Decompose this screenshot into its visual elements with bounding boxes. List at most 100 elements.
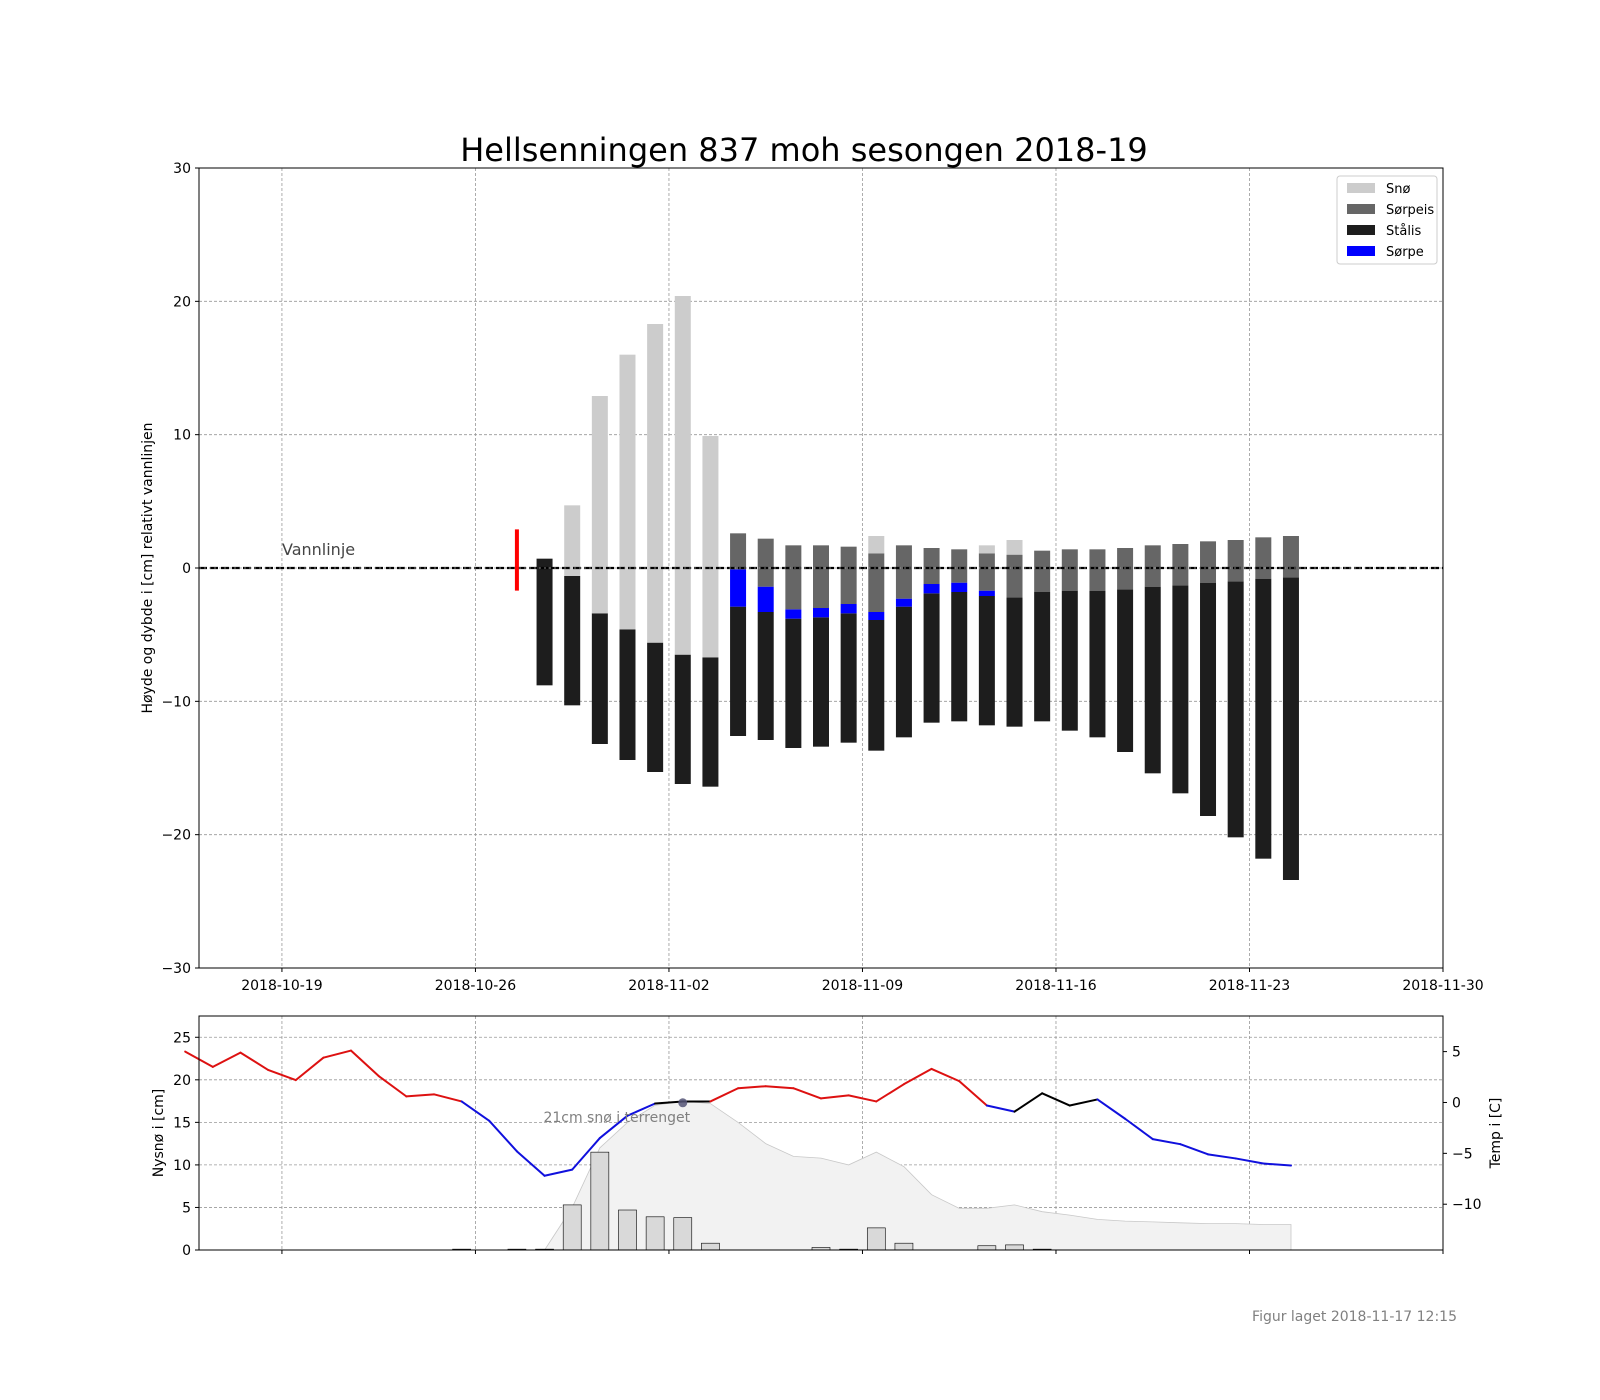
new-snow-bar <box>562 1204 582 1251</box>
temperature-segment <box>432 1093 463 1103</box>
y-tick-label: −10 <box>161 694 191 710</box>
ice-profile-bar <box>702 436 719 787</box>
layer-black-ice <box>591 613 608 744</box>
temperature-line <box>184 1049 1292 1177</box>
layer-black-ice <box>1227 581 1244 838</box>
layer-slush <box>895 598 912 607</box>
layer-black-ice <box>702 657 719 787</box>
bottom-plot-frame <box>198 1015 1444 1251</box>
layer-black-ice <box>1034 592 1051 722</box>
y2-tick-label: 0 <box>1452 1095 1461 1111</box>
ice-profile-bar <box>674 296 691 784</box>
x-tick-label: 2018-10-26 <box>435 978 516 994</box>
bottom-annotations: 21cm snø i terrenget <box>543 1098 691 1126</box>
new-snow-bar <box>866 1227 886 1251</box>
layer-snow <box>978 545 995 554</box>
layer-black-ice <box>923 593 940 723</box>
layer-snow <box>591 396 608 614</box>
layer-slush-ice <box>1227 540 1244 582</box>
ice-profile-bar <box>1282 536 1299 880</box>
x-tick-label: 2018-11-09 <box>822 978 903 994</box>
temperature-segment <box>239 1051 270 1071</box>
ice-profile-bar <box>1006 540 1023 727</box>
water-line-label: Vannlinje <box>282 540 355 559</box>
legend-swatch <box>1347 204 1375 214</box>
layer-snow <box>619 354 636 630</box>
layer-black-ice <box>647 642 664 772</box>
new-snow-bar <box>645 1216 665 1251</box>
temperature-segment <box>1124 1117 1154 1141</box>
new-snow-bar <box>701 1242 720 1251</box>
legend-swatch <box>1347 225 1375 235</box>
temperature-segment <box>737 1085 767 1090</box>
temperature-segment <box>985 1104 1016 1113</box>
temperature-segment <box>377 1075 408 1098</box>
x-tick-label: 2018-11-16 <box>1015 978 1096 994</box>
terrain-snow-marker <box>678 1098 688 1108</box>
bottom-axis-ticks: 0 5 10 15 20 25 −10 −5 0 5 <box>173 1030 1481 1259</box>
temperature-segment <box>405 1093 435 1098</box>
y-tick-label: 15 <box>173 1115 191 1131</box>
ice-profile-bar <box>978 545 995 726</box>
temperature-segment <box>1041 1092 1071 1107</box>
temperature-segment <box>847 1094 878 1103</box>
layer-black-ice <box>1006 597 1023 727</box>
ice-profile-bar <box>1034 550 1051 722</box>
layer-snow <box>702 436 719 658</box>
layer-snow <box>647 324 664 643</box>
ice-profile-bars <box>536 296 1299 880</box>
layer-black-ice <box>868 620 885 751</box>
layer-black-ice <box>1172 585 1189 794</box>
ice-profile-bar <box>730 533 747 736</box>
y-tick-label: 10 <box>173 1158 191 1174</box>
temperature-segment <box>322 1049 353 1059</box>
ice-profile-bar <box>1255 537 1272 859</box>
top-y-axis-label: Høyde og dybde i [cm] relativt vannlinje… <box>140 422 156 713</box>
layer-black-ice <box>757 612 774 740</box>
layer-black-ice <box>840 613 857 743</box>
layer-black-ice <box>895 606 912 738</box>
layer-black-ice <box>1117 589 1134 752</box>
layer-black-ice <box>730 606 747 736</box>
temperature-segment <box>571 1137 601 1171</box>
legend-label: Sørpe <box>1386 245 1424 260</box>
ice-profile-bar <box>1144 545 1161 774</box>
temperature-segment <box>875 1083 905 1103</box>
ice-profile-bar <box>1061 549 1078 731</box>
y-tick-label: 0 <box>182 1243 191 1259</box>
layer-snow <box>564 505 581 576</box>
layer-slush-ice <box>813 545 829 608</box>
layer-slush-ice <box>785 545 802 610</box>
new-snow-bar <box>618 1209 637 1251</box>
layer-slush <box>757 586 774 612</box>
ice-profile-bar <box>647 324 664 772</box>
snow-temperature-chart: 21cm snø i terrenget 0 5 10 15 20 25 −10 −5 0 5 N… <box>151 1015 1504 1259</box>
bottom-y2-axis-label: Temp i [C] <box>1488 1098 1504 1170</box>
layer-slush <box>951 582 968 592</box>
layer-slush-ice <box>1034 550 1051 592</box>
x-tick-label: 2018-11-23 <box>1209 978 1290 994</box>
terrain-snow-annotation: 21cm snø i terrenget <box>543 1110 690 1126</box>
layer-slush-ice <box>1006 554 1023 598</box>
layer-black-ice <box>536 558 553 686</box>
temperature-segment <box>598 1114 629 1140</box>
new-snow-bar <box>673 1217 693 1251</box>
y-tick-label: 5 <box>182 1200 191 1216</box>
new-snow-bar <box>977 1245 997 1251</box>
ice-profile-bar <box>923 548 940 723</box>
ice-profile-bar <box>1117 548 1134 752</box>
ice-profile-bar <box>813 545 829 747</box>
legend-swatch <box>1347 183 1375 193</box>
legend-frame <box>1336 175 1438 265</box>
ice-profile-bar <box>1227 540 1244 838</box>
temperature-segment <box>1013 1092 1044 1113</box>
y2-tick-label: −10 <box>1452 1197 1482 1213</box>
temperature-segment <box>294 1056 325 1082</box>
ice-profile-bar <box>1200 541 1217 816</box>
layer-slush <box>785 609 802 619</box>
layer-slush <box>978 590 995 596</box>
temperature-segment <box>211 1051 242 1068</box>
layer-slush-ice <box>730 533 747 570</box>
layer-black-ice <box>674 654 691 784</box>
